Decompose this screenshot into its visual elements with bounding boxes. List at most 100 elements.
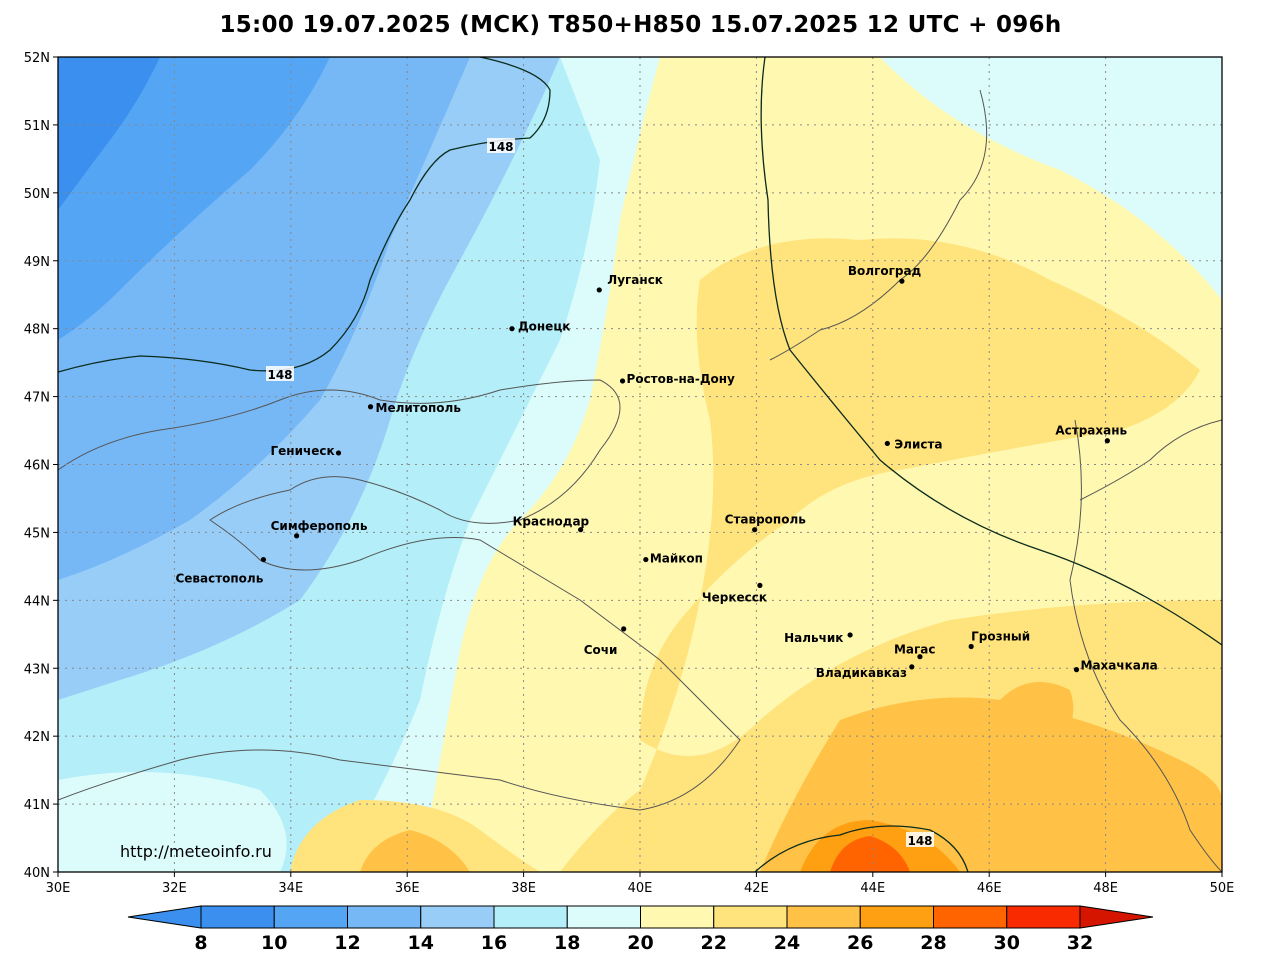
contour-label-bg <box>906 832 934 847</box>
field-8-10 <box>58 57 160 210</box>
city-label: Волгоград <box>848 264 922 278</box>
colorbar: 8 10 12 14 16 18 20 22 24 26 28 30 32 <box>127 905 1154 954</box>
contour-148-south <box>754 825 969 872</box>
contour-labels: 148 148 148 <box>266 138 934 848</box>
city-dot <box>968 643 974 650</box>
colorbar-segment <box>493 905 568 929</box>
city-label: Краснодар <box>513 515 590 529</box>
lat-tick-label: 43N <box>24 662 50 677</box>
lon-tick-label: 32E <box>162 881 187 896</box>
city-dot <box>619 378 626 384</box>
map-title: 15:00 19.07.2025 (МСК) T850+H850 15.07.2… <box>219 12 1062 38</box>
lon-tick-label: 42E <box>744 881 769 896</box>
colorbar-segment <box>640 905 715 929</box>
lat-tick-label: 42N <box>24 730 50 745</box>
lon-tick-label: 48E <box>1093 881 1118 896</box>
city-dot <box>752 527 758 533</box>
field-28-30 <box>830 836 910 872</box>
city-dot <box>367 404 374 410</box>
city-label: Сочи <box>584 643 618 657</box>
field-24-26-south <box>360 830 470 872</box>
lat-tick-label: 40N <box>24 866 50 881</box>
caspian-coast <box>1069 419 1222 872</box>
city-dot <box>596 287 602 293</box>
city-label: Черкесск <box>702 590 767 604</box>
lat-tick-label: 48N <box>24 323 50 338</box>
city-dot <box>335 450 342 456</box>
city-dot <box>909 664 915 670</box>
lon-tick-label: 40E <box>628 881 653 896</box>
contour-148-east <box>760 57 1222 646</box>
lat-tick-label: 41N <box>24 798 50 813</box>
contour-label-bg <box>266 366 294 381</box>
colorbar-label: 12 <box>334 932 360 954</box>
colorbar-segment <box>420 905 495 929</box>
city-dot <box>1104 438 1110 444</box>
city-dot <box>884 440 890 447</box>
colorbar-label: 8 <box>194 932 207 954</box>
volga-river <box>769 89 988 361</box>
city-dot <box>917 654 923 660</box>
source-url: http://meteoinfo.ru <box>120 842 272 861</box>
colorbar-label: 18 <box>554 932 580 954</box>
caspian-north <box>1079 419 1222 501</box>
lat-tick-label: 51N <box>24 119 50 134</box>
colorbar-label: 30 <box>994 932 1020 954</box>
colorbar-label: 16 <box>481 932 507 954</box>
field-10-12 <box>58 57 330 340</box>
city-label: Мелитополь <box>376 401 462 415</box>
lon-tick-label: 34E <box>278 881 303 896</box>
colorbar-segment <box>786 905 861 929</box>
colorbar-label: 24 <box>774 932 800 954</box>
city-label: Владикавказ <box>816 666 907 680</box>
city-markers: Волгоград Луганск Донецк Ростов-на-Дону Мели… <box>175 264 1157 680</box>
lat-tick-label: 52N <box>24 51 50 66</box>
lon-tick-label: 30E <box>46 881 71 896</box>
contour-label: 148 <box>907 834 932 848</box>
colorbar-label: 14 <box>408 932 434 954</box>
city-dot <box>509 326 515 332</box>
lon-tick-label: 50E <box>1210 881 1235 896</box>
lat-tick-label: 45N <box>24 526 50 541</box>
lat-tick-label: 50N <box>24 187 50 202</box>
contour-label-bg <box>487 138 515 153</box>
field-warm-spot <box>1000 682 1074 740</box>
city-dot <box>260 556 267 563</box>
city-dot <box>294 533 300 539</box>
city-label: Луганск <box>607 273 663 287</box>
colorbar-segment <box>713 905 788 929</box>
axis-ticks: 30E 32E 34E 36E 38E 40E 42E 44E 46E 48E 50E 40N 41N 4… <box>24 51 1235 896</box>
lat-tick-label: 49N <box>24 255 50 270</box>
colorbar-label: 32 <box>1067 932 1093 954</box>
colorbar-label: 26 <box>847 932 873 954</box>
city-dot <box>643 556 649 563</box>
black-sea-coast <box>58 379 741 811</box>
city-label: Астрахань <box>1055 424 1127 438</box>
colorbar-segment <box>933 905 1008 929</box>
city-label: Майкоп <box>650 552 703 566</box>
colorbar-label: 22 <box>701 932 727 954</box>
colorbar-segment <box>200 905 275 929</box>
lon-tick-label: 44E <box>860 881 885 896</box>
colorbar-segment <box>1006 905 1081 929</box>
city-label: Геническ <box>271 444 335 458</box>
city-label: Грозный <box>971 630 1030 644</box>
lon-tick-label: 46E <box>977 881 1002 896</box>
lat-tick-label: 46N <box>24 459 50 474</box>
colorbar-label: 10 <box>261 932 287 954</box>
colorbar-min-arrow <box>127 905 202 929</box>
city-label: Нальчик <box>784 631 843 645</box>
contour-label: 148 <box>267 368 292 382</box>
city-dot <box>899 278 905 284</box>
contour-label: 148 <box>488 140 513 154</box>
city-dot <box>621 626 627 632</box>
city-label: Элиста <box>894 437 942 451</box>
city-label: Севастополь <box>175 572 263 586</box>
geopotential-contours <box>58 57 1222 872</box>
field-18-20-sw <box>58 772 287 872</box>
lat-tick-label: 47N <box>24 391 50 406</box>
colorbar-segment <box>273 905 348 929</box>
city-label: Симферополь <box>271 519 368 533</box>
city-dot <box>1073 667 1080 673</box>
